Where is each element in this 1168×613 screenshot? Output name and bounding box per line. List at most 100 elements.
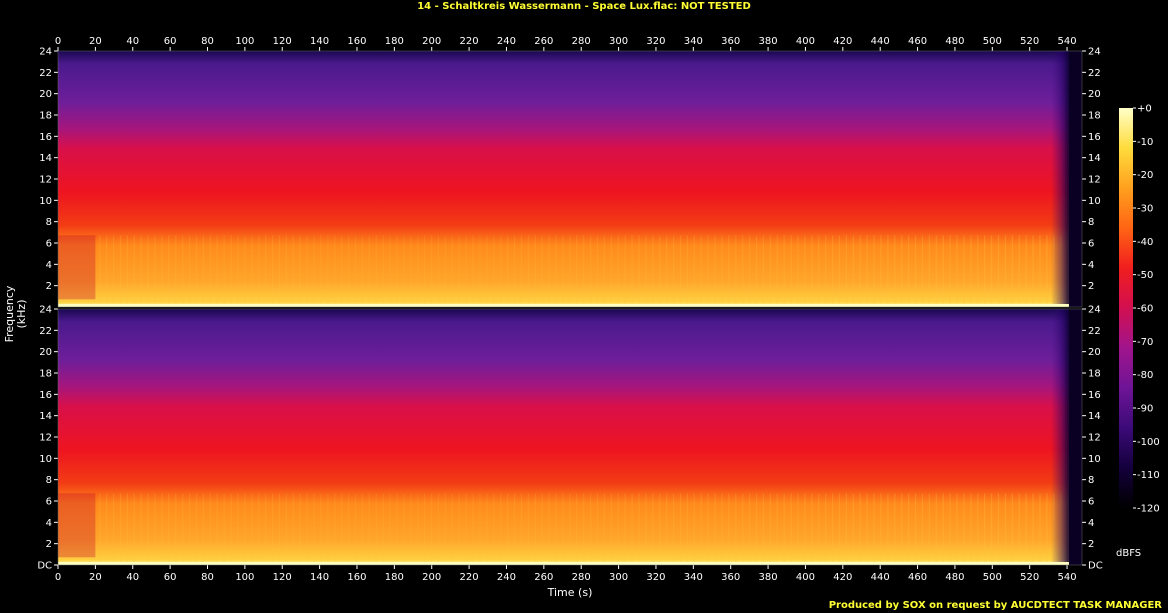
transient-streak: [154, 493, 156, 563]
transient-streak: [251, 493, 253, 563]
transient-streak: [956, 235, 958, 305]
x-tick-label-top: 180: [385, 36, 404, 47]
y-tick-label-right: 10: [1088, 454, 1101, 465]
transient-streak: [237, 235, 239, 305]
transient-streak: [984, 493, 986, 563]
transient-streak: [265, 493, 267, 563]
transient-streak: [126, 493, 128, 563]
transient-streak: [928, 235, 930, 305]
transient-streak: [942, 235, 944, 305]
transient-streak: [1011, 493, 1013, 563]
transient-streak: [797, 493, 799, 563]
transient-streak: [465, 493, 467, 563]
transient-streak: [652, 493, 654, 563]
transient-streak: [686, 235, 688, 305]
y-tick-label-right: 8: [1088, 217, 1094, 228]
transient-streak: [997, 493, 1000, 563]
transient-streak: [479, 493, 481, 563]
transient-streak: [1032, 493, 1034, 563]
footer-credit: Produced by SOX on request by AUCDTECT T…: [828, 600, 1162, 611]
transient-streak: [278, 235, 281, 305]
transient-streak: [1011, 235, 1013, 305]
transient-streak: [1025, 493, 1027, 563]
y-tick-label-left: 22: [39, 68, 52, 79]
transient-streak: [133, 235, 135, 305]
transient-streak: [437, 493, 440, 563]
transient-streak: [804, 235, 806, 305]
transient-streak: [292, 235, 294, 305]
transient-streak: [548, 235, 550, 305]
x-tick-label-bottom: 460: [908, 572, 927, 583]
colorbar-tick-label: -110: [1137, 470, 1160, 481]
x-tick-label-top: 140: [310, 36, 329, 47]
x-tick-label-bottom: 200: [422, 572, 441, 583]
transient-streak: [845, 493, 848, 563]
transient-streak: [175, 235, 177, 305]
x-tick-label-top: 380: [759, 36, 778, 47]
dc-line: [58, 562, 1069, 565]
x-tick-label-bottom: 400: [796, 572, 815, 583]
transient-streak: [285, 493, 287, 563]
y-tick-label-left: 18: [39, 369, 52, 380]
transient-streak: [299, 493, 301, 563]
transient-streak: [327, 493, 329, 563]
transient-streak: [914, 493, 917, 563]
y-tick-label-right: 6: [1088, 497, 1094, 508]
transient-streak: [749, 493, 751, 563]
x-tick-label-bottom: 440: [871, 572, 890, 583]
y-tick-label-right: 10: [1088, 196, 1101, 207]
transient-streak: [396, 493, 398, 563]
y-tick-label-left: 6: [46, 239, 52, 250]
transient-streak: [610, 235, 612, 305]
transient-streak: [424, 493, 426, 563]
intro-region: [58, 235, 96, 300]
transient-streak: [230, 235, 232, 305]
transient-streak: [417, 493, 419, 563]
transient-streak: [659, 235, 661, 305]
x-tick-label-top: 0: [55, 36, 61, 47]
transient-streak: [119, 493, 122, 563]
transient-streak: [583, 235, 585, 305]
colorbar-tick-label: -50: [1137, 270, 1153, 281]
transient-streak: [271, 235, 274, 305]
transient-streak: [707, 235, 709, 305]
transient-streak: [880, 493, 882, 563]
transient-streak: [202, 493, 205, 563]
y-axis-label: Frequency (kHz): [3, 285, 28, 343]
transient-streak: [320, 235, 322, 305]
x-tick-label-top: 20: [89, 36, 102, 47]
channel-frame-left: [57, 50, 1083, 308]
transient-streak: [769, 493, 771, 563]
transient-streak: [963, 235, 965, 305]
x-tick-label-top: 80: [201, 36, 214, 47]
transient-streak: [838, 235, 841, 305]
transient-streak: [1004, 235, 1007, 305]
transient-streak: [223, 235, 225, 305]
y-tick-label-right: 18: [1088, 111, 1101, 122]
track-end-fade: [1050, 309, 1069, 565]
transient-streak: [382, 235, 384, 305]
transient-streak: [354, 493, 357, 563]
transient-streak: [1004, 493, 1007, 563]
transient-streak: [762, 493, 765, 563]
transient-streak: [500, 493, 502, 563]
transient-streak: [147, 235, 149, 305]
transient-streak: [617, 493, 619, 563]
transient-streak: [721, 235, 723, 305]
transient-streak: [299, 235, 301, 305]
track-end-fade: [1050, 51, 1069, 307]
transient-streak: [1046, 493, 1048, 563]
transient-streak: [216, 235, 218, 305]
transient-streak: [513, 235, 516, 305]
transient-streak: [479, 235, 481, 305]
transient-streak: [749, 235, 751, 305]
transient-streak: [410, 493, 412, 563]
channel-spectrum-left: [58, 51, 1069, 307]
transient-streak: [437, 235, 440, 305]
x-tick-label-top: 220: [460, 36, 479, 47]
transient-streak: [534, 493, 536, 563]
transient-streak: [112, 235, 115, 305]
y-tick-label-left: 20: [39, 347, 52, 358]
x-tick-label-top: 160: [347, 36, 366, 47]
transient-streak: [188, 235, 191, 305]
